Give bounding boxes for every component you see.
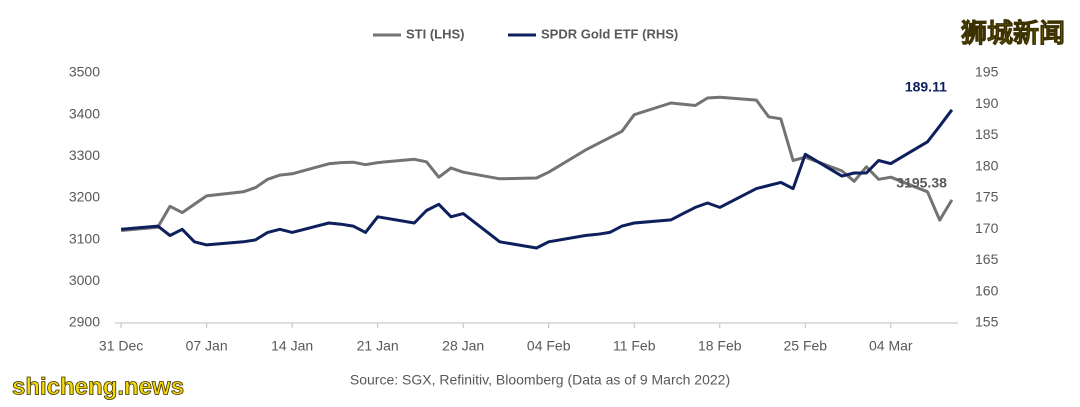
y2-tick-label: 180 — [975, 157, 999, 173]
watermark: shicheng.news — [12, 373, 184, 400]
y2-tick-label: 190 — [975, 95, 999, 111]
y-tick-label: 3100 — [69, 230, 100, 246]
y2-tick-label: 170 — [975, 220, 999, 236]
x-tick-label: 25 Feb — [783, 338, 827, 354]
y2-tick-label: 195 — [975, 64, 999, 80]
y2-tick-label: 175 — [975, 189, 999, 205]
series-line — [120, 95, 954, 232]
legend-label: SPDR Gold ETF (RHS) — [541, 26, 678, 41]
x-tick-label: 14 Jan — [271, 338, 313, 354]
y-tick-label: 2900 — [69, 314, 100, 330]
data-label: 189.11 — [905, 79, 947, 95]
y2-tick-label: 155 — [975, 314, 999, 330]
x-tick-label: 11 Feb — [613, 338, 656, 354]
y2-tick-label: 185 — [975, 126, 999, 142]
y-tick-label: 3500 — [69, 64, 100, 80]
y-tick-label: 3300 — [69, 147, 100, 163]
x-tick-label: 28 Jan — [442, 338, 484, 354]
y-tick-label: 3000 — [69, 272, 100, 288]
y2-tick-label: 160 — [975, 282, 999, 298]
x-tick-label: 07 Jan — [186, 338, 228, 354]
y-tick-label: 3200 — [69, 189, 100, 205]
watermark: 狮城新闻 — [961, 18, 1065, 48]
x-tick-label: 04 Feb — [527, 338, 571, 354]
x-tick-label: 04 Mar — [869, 338, 913, 354]
x-tick-label: 18 Feb — [698, 338, 742, 354]
y-tick-label: 3400 — [69, 105, 100, 121]
series-line — [120, 108, 954, 250]
data-label: 3195.38 — [896, 175, 947, 191]
source-note: Source: SGX, Refinitiv, Bloomberg (Data … — [350, 372, 730, 388]
x-tick-label: 31 Dec — [99, 338, 143, 354]
legend-label: STI (LHS) — [406, 26, 465, 41]
y2-tick-label: 165 — [975, 251, 999, 267]
x-tick-label: 21 Jan — [357, 338, 399, 354]
